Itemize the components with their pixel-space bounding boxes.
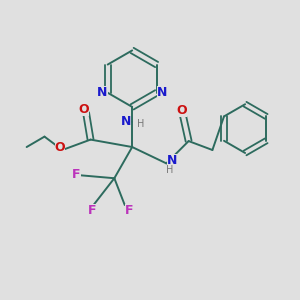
Text: F: F bbox=[72, 168, 81, 181]
Text: O: O bbox=[176, 104, 187, 117]
Text: N: N bbox=[97, 86, 108, 99]
Text: F: F bbox=[88, 204, 96, 217]
Text: N: N bbox=[120, 115, 131, 128]
Text: O: O bbox=[78, 103, 89, 116]
Text: N: N bbox=[167, 154, 178, 167]
Text: F: F bbox=[125, 204, 134, 217]
Text: H: H bbox=[166, 165, 174, 175]
Text: N: N bbox=[157, 86, 167, 99]
Text: O: O bbox=[55, 140, 65, 154]
Text: H: H bbox=[137, 119, 144, 129]
